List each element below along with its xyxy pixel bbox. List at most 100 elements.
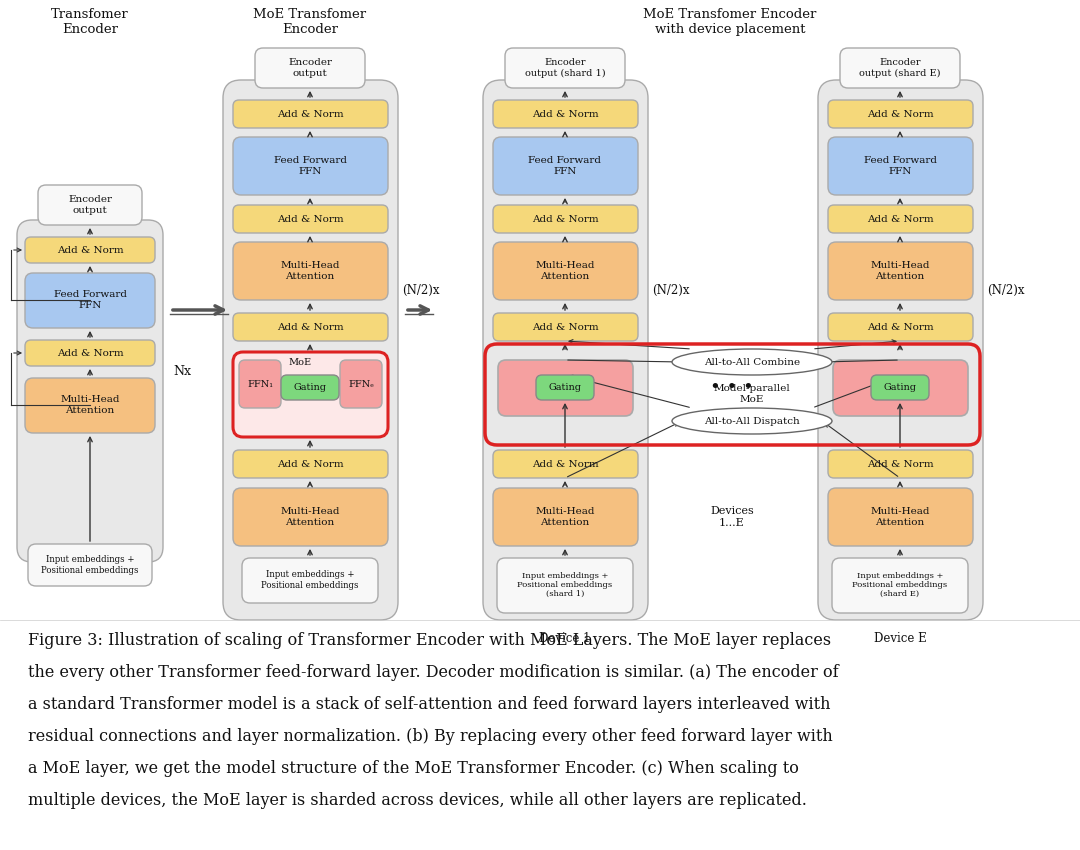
Text: All-to-All Combine: All-to-All Combine [704,358,800,366]
FancyBboxPatch shape [818,80,983,620]
FancyBboxPatch shape [28,544,152,586]
Text: Add & Norm: Add & Norm [276,460,343,468]
FancyBboxPatch shape [281,375,339,400]
Text: Gating: Gating [883,382,917,392]
FancyBboxPatch shape [492,242,638,300]
Text: Encoder
output: Encoder output [68,196,112,215]
Text: residual connections and layer normalization. (b) By replacing every other feed : residual connections and layer normaliza… [28,728,833,745]
FancyBboxPatch shape [828,137,973,195]
Text: Multi-Head
Attention: Multi-Head Attention [536,261,595,280]
FancyBboxPatch shape [38,185,141,225]
Text: Add & Norm: Add & Norm [276,322,343,332]
Text: Add & Norm: Add & Norm [276,110,343,118]
FancyBboxPatch shape [222,80,399,620]
Text: Feed Forward
FFN: Feed Forward FFN [54,291,126,309]
Text: Device E: Device E [874,632,927,644]
Text: Input embeddings +
Positional embeddings: Input embeddings + Positional embeddings [41,555,138,575]
Text: Feed Forward
FFN: Feed Forward FFN [864,156,936,176]
Text: Add & Norm: Add & Norm [531,460,598,468]
Ellipse shape [672,349,832,375]
Text: Encoder
output: Encoder output [288,59,332,77]
FancyBboxPatch shape [492,313,638,341]
Text: MoE: MoE [288,358,311,366]
FancyBboxPatch shape [17,220,163,562]
Text: Gating: Gating [294,382,326,392]
FancyBboxPatch shape [233,100,388,128]
Ellipse shape [672,408,832,434]
FancyBboxPatch shape [25,237,156,263]
FancyBboxPatch shape [483,80,648,620]
Text: the every other Transformer feed-forward layer. Decoder modification is similar.: the every other Transformer feed-forward… [28,664,839,681]
Text: Add & Norm: Add & Norm [56,246,123,254]
Text: MoE Transfomer
Encoder: MoE Transfomer Encoder [254,8,366,36]
FancyBboxPatch shape [828,450,973,478]
FancyBboxPatch shape [25,378,156,433]
FancyBboxPatch shape [492,450,638,478]
FancyBboxPatch shape [233,137,388,195]
FancyBboxPatch shape [828,488,973,546]
Text: All-to-All Dispatch: All-to-All Dispatch [704,416,800,426]
FancyBboxPatch shape [25,273,156,328]
Text: FFN₁: FFN₁ [546,381,583,395]
FancyBboxPatch shape [239,360,281,408]
FancyBboxPatch shape [498,360,633,416]
FancyBboxPatch shape [492,488,638,546]
Text: Multi-Head
Attention: Multi-Head Attention [536,507,595,527]
FancyBboxPatch shape [233,352,388,437]
Text: Nx: Nx [173,365,191,377]
Text: FFN₁: FFN₁ [247,379,273,388]
FancyBboxPatch shape [233,450,388,478]
FancyBboxPatch shape [255,48,365,88]
Text: Add & Norm: Add & Norm [531,322,598,332]
Text: Feed Forward
FFN: Feed Forward FFN [528,156,602,176]
FancyBboxPatch shape [870,375,929,400]
Text: ...: ... [305,377,315,390]
Text: FFNₑ: FFNₑ [348,379,374,388]
FancyBboxPatch shape [505,48,625,88]
Text: MoE Transfomer Encoder
with device placement: MoE Transfomer Encoder with device place… [644,8,816,36]
FancyBboxPatch shape [828,205,973,233]
Text: Devices
1...E: Devices 1...E [711,507,754,528]
Text: Add & Norm: Add & Norm [866,214,933,224]
Text: • • •: • • • [711,379,754,397]
Text: Add & Norm: Add & Norm [56,348,123,358]
FancyBboxPatch shape [828,313,973,341]
Text: Add & Norm: Add & Norm [866,460,933,468]
FancyBboxPatch shape [832,558,968,613]
FancyBboxPatch shape [242,558,378,603]
Text: Multi-Head
Attention: Multi-Head Attention [280,507,340,527]
Text: (N/2)x: (N/2)x [987,284,1025,297]
Text: Multi-Head
Attention: Multi-Head Attention [280,261,340,280]
FancyBboxPatch shape [536,375,594,400]
Text: Multi-Head
Attention: Multi-Head Attention [870,507,930,527]
FancyBboxPatch shape [840,48,960,88]
FancyBboxPatch shape [828,100,973,128]
Text: Multi-Head
Attention: Multi-Head Attention [60,395,120,415]
FancyBboxPatch shape [492,205,638,233]
Text: a MoE layer, we get the model structure of the MoE Transformer Encoder. (c) When: a MoE layer, we get the model structure … [28,760,799,777]
Text: FFNₑ: FFNₑ [881,381,918,395]
FancyBboxPatch shape [233,205,388,233]
Text: a standard Transformer model is a stack of self-attention and feed forward layer: a standard Transformer model is a stack … [28,696,831,713]
Text: Figure 3: Illustration of scaling of Transformer Encoder with MoE Layers. The Mo: Figure 3: Illustration of scaling of Tra… [28,632,832,649]
Text: Encoder
output (shard E): Encoder output (shard E) [860,59,941,78]
FancyBboxPatch shape [492,100,638,128]
FancyBboxPatch shape [497,558,633,613]
Text: Encoder
output (shard 1): Encoder output (shard 1) [525,59,605,78]
Text: multiple devices, the MoE layer is sharded across devices, while all other layer: multiple devices, the MoE layer is shard… [28,792,807,809]
Text: Add & Norm: Add & Norm [531,110,598,118]
Text: Device 1: Device 1 [539,632,591,644]
Text: Feed Forward
FFN: Feed Forward FFN [273,156,347,176]
FancyBboxPatch shape [233,242,388,300]
FancyBboxPatch shape [233,488,388,546]
Text: Model-parallel
MoE: Model-parallel MoE [714,384,791,404]
FancyBboxPatch shape [828,242,973,300]
Text: Input embeddings +
Positional embeddings
(shard E): Input embeddings + Positional embeddings… [852,572,947,598]
Text: (N/2)x: (N/2)x [652,284,689,297]
FancyBboxPatch shape [25,340,156,366]
Text: Gating: Gating [549,382,581,392]
Text: Multi-Head
Attention: Multi-Head Attention [870,261,930,280]
Text: Add & Norm: Add & Norm [866,110,933,118]
FancyBboxPatch shape [492,137,638,195]
Text: Input embeddings +
Positional embeddings
(shard 1): Input embeddings + Positional embeddings… [517,572,612,598]
